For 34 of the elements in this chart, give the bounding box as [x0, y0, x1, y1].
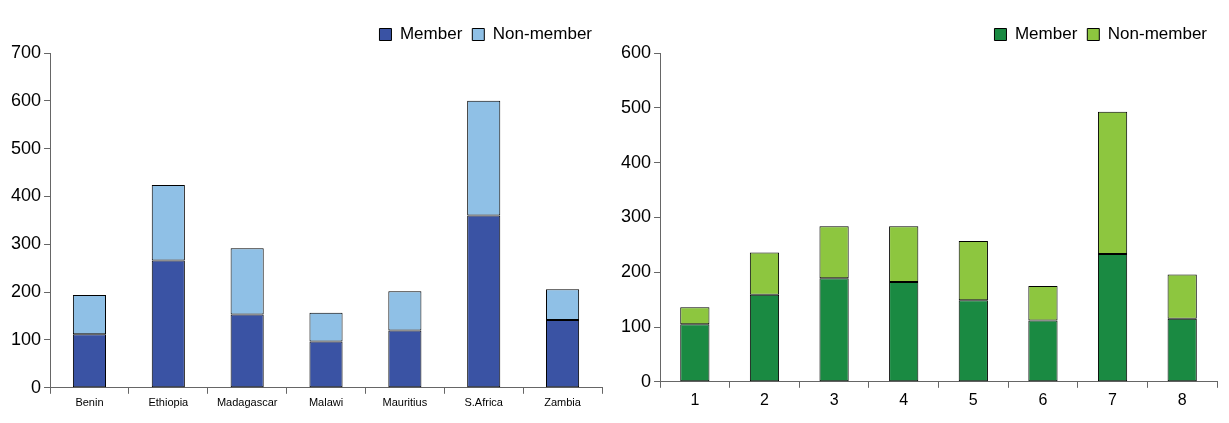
- y-tick-label: 300: [620, 206, 652, 227]
- y-tick-label: 100: [620, 315, 652, 336]
- x-tick-label: Zambia: [544, 396, 582, 409]
- x-tick-label: 8: [1177, 390, 1187, 408]
- x-tick-label: 3: [829, 390, 839, 408]
- x-tick-label: 4: [899, 390, 909, 408]
- y-tick-label: 600: [10, 89, 42, 110]
- legend-label: Non-member: [492, 24, 593, 44]
- y-tick-label: 200: [620, 261, 652, 282]
- legend-label: Member: [1014, 24, 1078, 44]
- x-tick-label: Mauritius: [382, 396, 428, 409]
- x-tick-label: Madagascar: [216, 396, 278, 409]
- x-tick-label: Malawi: [308, 396, 344, 409]
- y-tick-label: 0: [641, 370, 652, 391]
- y-tick-label: 300: [10, 233, 42, 254]
- y-tick-label: 400: [10, 185, 42, 206]
- y-tick-label: 400: [620, 151, 652, 172]
- x-tick-label: Benin: [75, 396, 104, 409]
- y-tick-label: 0: [31, 376, 42, 397]
- legend-label: Member: [399, 24, 463, 44]
- x-tick-label: 2: [760, 390, 770, 408]
- x-tick-label: 1: [690, 390, 700, 408]
- legend-label: Non-member: [1107, 24, 1208, 44]
- y-tick-label: 100: [10, 328, 42, 349]
- x-tick-label: S.Africa: [464, 396, 504, 409]
- x-tick-label: 5: [968, 390, 978, 408]
- x-tick-label: Ethiopia: [148, 396, 190, 409]
- y-tick-label: 600: [620, 41, 652, 62]
- x-tick-label: 7: [1108, 390, 1118, 408]
- y-tick-label: 700: [10, 41, 42, 62]
- y-tick-label: 500: [10, 137, 42, 158]
- y-tick-label: 500: [620, 96, 652, 117]
- x-tick-label: 6: [1038, 390, 1048, 408]
- y-tick-label: 200: [10, 281, 42, 302]
